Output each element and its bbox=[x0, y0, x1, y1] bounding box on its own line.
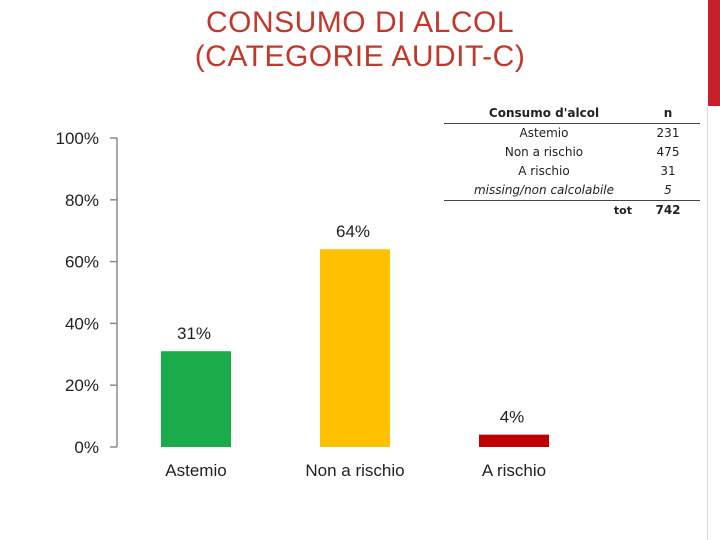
table-row-label: A rischio bbox=[518, 164, 570, 178]
category-label: A rischio bbox=[482, 461, 546, 480]
table-total-label: tot bbox=[613, 204, 632, 217]
table-row-n: 231 bbox=[656, 126, 680, 140]
slide-title: CONSUMO DI ALCOL (CATEGORIE AUDIT-C) bbox=[0, 6, 720, 74]
table-row: missing/non calcolabile 5 bbox=[444, 181, 700, 201]
table-row-n: 5 bbox=[664, 183, 672, 197]
table-header: Consumo d'alcol n bbox=[444, 104, 700, 124]
table-row-n: 475 bbox=[656, 145, 680, 159]
right-divider bbox=[707, 106, 708, 540]
y-tick-label: 80% bbox=[65, 191, 99, 210]
bar-2 bbox=[320, 249, 390, 447]
table-row: Astemio 231 bbox=[444, 124, 700, 143]
y-tick-label: 20% bbox=[65, 376, 99, 395]
table-row: A rischio 31 bbox=[444, 162, 700, 181]
table-row-label: Astemio bbox=[519, 126, 569, 140]
category-label: Astemio bbox=[165, 461, 226, 480]
y-tick-label: 0% bbox=[74, 438, 99, 457]
table-row-label: Non a rischio bbox=[504, 145, 584, 159]
y-tick-label: 100% bbox=[56, 129, 99, 148]
bar-1 bbox=[161, 351, 231, 447]
y-tick-label: 60% bbox=[65, 253, 99, 272]
red-accent-bar bbox=[708, 0, 720, 106]
table-header-n: n bbox=[663, 106, 673, 120]
bar-3 bbox=[479, 434, 549, 447]
category-label: Non a rischio bbox=[305, 461, 404, 480]
data-label: 31% bbox=[177, 324, 211, 343]
table-row-n: 31 bbox=[660, 164, 676, 178]
data-label: 64% bbox=[336, 222, 370, 241]
title-line-1: CONSUMO DI ALCOL bbox=[205, 6, 515, 39]
table-total-row: tot 742 bbox=[444, 201, 700, 220]
table-row: Non a rischio 475 bbox=[444, 143, 700, 162]
table-row-label: missing/non calcolabile bbox=[473, 183, 615, 197]
title-line-2: (CATEGORIE AUDIT-C) bbox=[194, 40, 526, 73]
data-label: 4% bbox=[500, 408, 525, 427]
y-tick-label: 40% bbox=[65, 314, 99, 333]
counts-table: Consumo d'alcol n Astemio 231 Non a risc… bbox=[444, 104, 700, 220]
table-header-label: Consumo d'alcol bbox=[488, 106, 600, 120]
table-total-n: 742 bbox=[655, 203, 681, 217]
